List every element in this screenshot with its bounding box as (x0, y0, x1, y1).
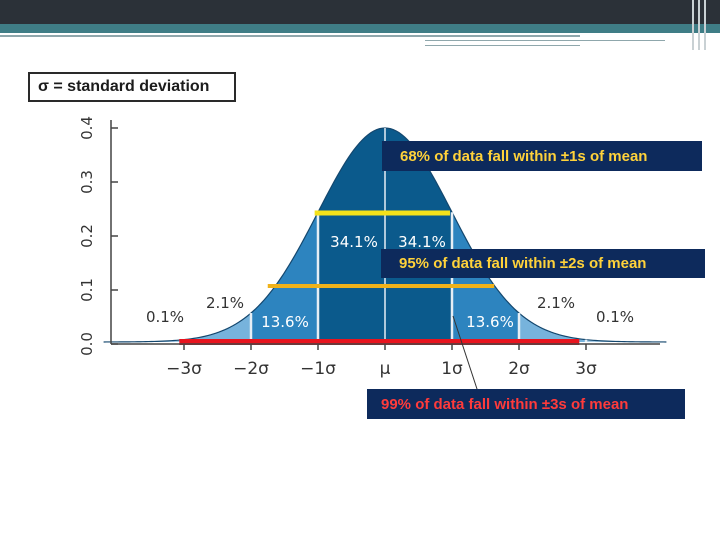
corner-stripe-1 (692, 0, 694, 50)
x-tick-label: μ (380, 359, 391, 379)
region-right-2sd-3sd (519, 313, 586, 342)
y-tick-label: 0.4 (78, 116, 96, 140)
legend-box: σ = standard deviation (28, 72, 236, 102)
sd-range-bars (179, 210, 580, 345)
top-dark-bar (0, 0, 720, 24)
legend-text: σ = standard deviation (38, 78, 210, 95)
y-tick-label: 0.2 (78, 224, 96, 248)
teal-accent-bar (0, 24, 720, 33)
label-right-2: 2.1% (537, 294, 575, 312)
x-tick-label: −1σ (300, 359, 336, 379)
region-left-2sd-3sd (184, 313, 251, 342)
callout-pointer-line (452, 315, 479, 393)
label-left-34: 34.1% (330, 233, 378, 251)
y-axis-ticks: 0.0 0.1 0.2 0.3 0.4 (78, 116, 118, 356)
x-tick-label: −2σ (233, 359, 269, 379)
corner-stripe-2 (698, 0, 700, 50)
y-tick-label: 0.0 (78, 332, 96, 356)
callout-3sd: 99% of data fall within ±3s of mean (367, 389, 685, 419)
divider-line-2 (425, 40, 665, 41)
label-left-13: 13.6% (261, 313, 309, 331)
x-axis-ticks: −3σ −2σ −1σ μ 1σ 2σ 3σ (166, 344, 597, 379)
bell-curve (103, 127, 667, 343)
x-tick-label: −3σ (166, 359, 202, 379)
corner-stripe-3 (704, 0, 706, 50)
callout-2sd-text: 95% of data fall within ±2s of mean (399, 255, 647, 272)
label-left-2: 2.1% (206, 294, 244, 312)
y-tick-label: 0.1 (78, 278, 96, 302)
x-tick-label: 2σ (508, 359, 530, 379)
callout-3sd-text: 99% of data fall within ±3s of mean (381, 395, 629, 413)
callout-2sd: 95% of data fall within ±2s of mean (381, 249, 705, 278)
x-tick-label: 1σ (441, 359, 463, 379)
x-tick-label: 3σ (575, 359, 597, 379)
label-right-13: 13.6% (466, 313, 514, 331)
callout-1sd-text: 68% of data fall within ±1s of mean (400, 147, 648, 165)
label-right-34: 34.1% (398, 233, 446, 251)
divider-line-1 (0, 35, 580, 37)
callout-1sd: 68% of data fall within ±1s of mean (382, 141, 702, 171)
y-tick-label: 0.3 (78, 170, 96, 194)
divider-line-3 (425, 45, 580, 46)
label-left-tail: 0.1% (146, 308, 184, 326)
label-right-tail: 0.1% (596, 308, 634, 326)
